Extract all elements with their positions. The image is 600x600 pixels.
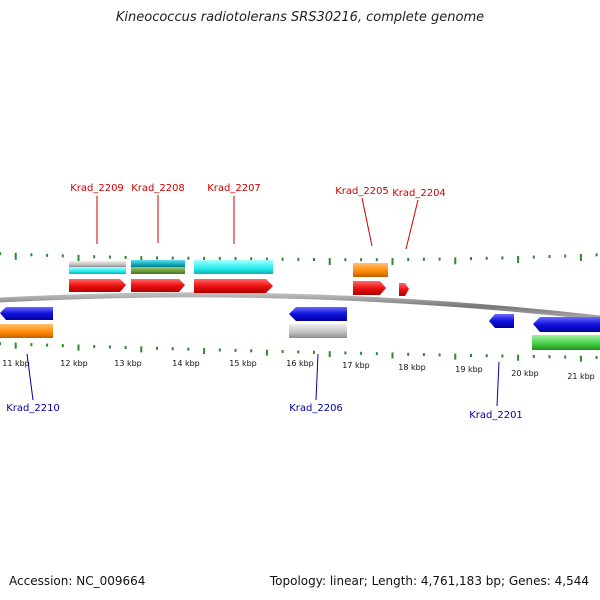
scale-label: 19 kbp — [455, 365, 483, 374]
label-krad-2208[interactable]: Krad_2208 — [131, 183, 185, 194]
scale-label: 18 kbp — [398, 363, 426, 372]
label-krad-2206[interactable]: Krad_2206 — [289, 403, 343, 414]
gene-krad-2205-arrow[interactable] — [353, 281, 386, 295]
label-krad-2209[interactable]: Krad_2209 — [70, 183, 124, 194]
scale-label: 15 kbp — [229, 359, 257, 368]
gene-krad-2208-arrow[interactable] — [131, 279, 185, 292]
gene-krad-2210-orange-block[interactable] — [0, 324, 53, 338]
gene-krad-2207-arrow[interactable] — [194, 279, 273, 293]
upper-tick-track — [0, 252, 598, 266]
gene-krad-2200-arrow[interactable] — [533, 317, 600, 332]
label-krad-2204[interactable]: Krad_2204 — [392, 188, 446, 199]
scale-label: 14 kbp — [172, 359, 200, 368]
genome-summary: Topology: linear; Length: 4,761,183 bp; … — [269, 574, 589, 588]
gene-krad-2209-cyan-block[interactable] — [69, 267, 126, 274]
scale-label: 21 kbp — [567, 372, 595, 381]
scale-label: 17 kbp — [342, 361, 370, 370]
gene-krad-2207-cyan-block[interactable] — [194, 260, 273, 274]
lower-tick-track — [0, 342, 598, 362]
label-krad-2201[interactable]: Krad_2201 — [469, 410, 523, 421]
label-krad-2210[interactable]: Krad_2210 — [6, 403, 60, 414]
label-krad-2207[interactable]: Krad_2207 — [207, 183, 261, 194]
reverse-strand-features — [0, 307, 600, 350]
accession-label: Accession: NC_009664 — [9, 574, 146, 588]
lower-gene-labels: Krad_2210 Krad_2206 Krad_2201 — [6, 353, 523, 421]
forward-strand-features — [69, 260, 409, 296]
upper-gene-labels: Krad_2209 Krad_2208 Krad_2207 Krad_2205 … — [70, 183, 446, 250]
gene-krad-2209-gray-block[interactable] — [69, 261, 126, 267]
scale-label: 12 kbp — [60, 359, 88, 368]
gene-krad-2204-arrow[interactable] — [399, 283, 409, 296]
label-krad-2205[interactable]: Krad_2205 — [335, 186, 389, 197]
gene-krad-2205-orange-block[interactable] — [353, 263, 388, 277]
gene-krad-2201-arrow[interactable] — [489, 314, 514, 328]
gene-krad-2206-gray-block[interactable] — [289, 324, 347, 338]
genome-backbone — [0, 292, 600, 321]
scale-label: 20 kbp — [511, 369, 539, 378]
gene-krad-2208-teal-block[interactable] — [131, 260, 185, 267]
scale-label: 16 kbp — [286, 359, 314, 368]
gene-krad-2210-arrow[interactable] — [0, 307, 53, 320]
scale-label: 13 kbp — [114, 359, 142, 368]
gene-krad-2209-arrow[interactable] — [69, 279, 126, 292]
scale-label: 11 kbp — [2, 359, 30, 368]
gene-green-block[interactable] — [532, 335, 600, 350]
gene-krad-2208-olive-block[interactable] — [131, 267, 185, 274]
scale-labels: 11 kbp 12 kbp 13 kbp 14 kbp 15 kbp 16 kbp 17 k… — [2, 359, 595, 381]
genome-title: Kineococcus radiotolerans SRS30216, comp… — [115, 10, 485, 25]
gene-krad-2206-arrow[interactable] — [289, 307, 347, 321]
